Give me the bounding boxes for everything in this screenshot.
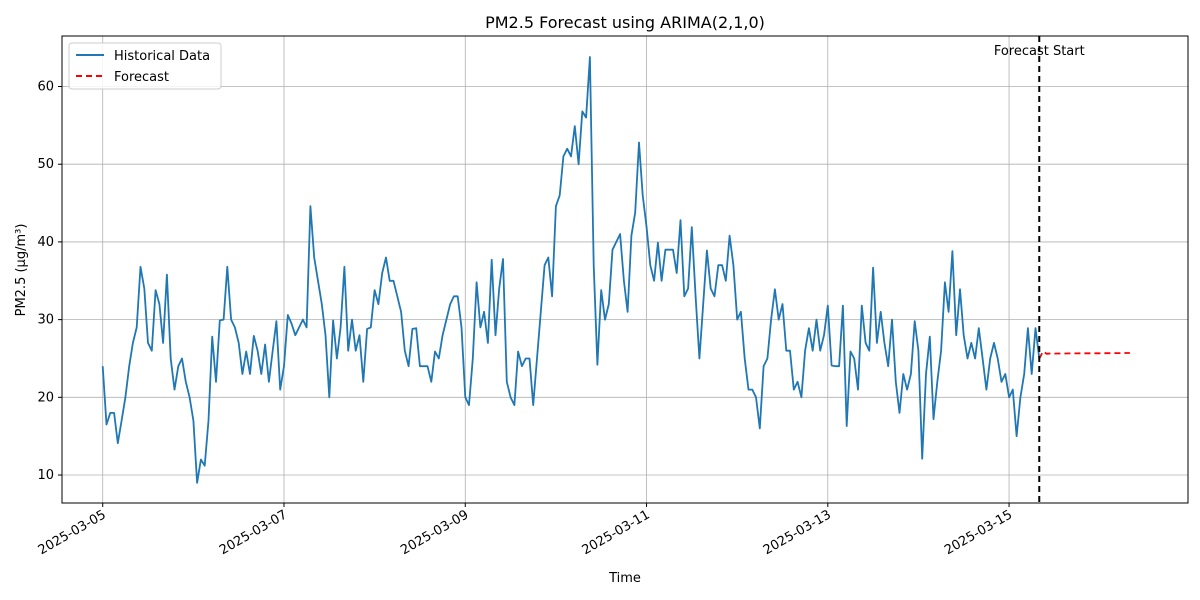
y-tick-label: 10 [37,468,54,483]
legend: Historical Data Forecast [68,42,222,90]
x-axis-label: Time [608,571,641,586]
legend-label: Forecast [114,70,169,85]
y-tick-label: 40 [37,235,54,250]
y-tick-label: 20 [37,390,54,405]
series-line-2 [1038,350,1130,359]
y-tick-label: 30 [37,313,54,328]
y-axis: 10 20 30 40 50 60 [37,80,62,483]
plot-frame [61,35,1189,504]
series-line-1 [101,56,1041,484]
legend-label: Historical Data [114,49,210,64]
grid-lines [62,36,1188,503]
y-tick-label: 60 [37,80,54,95]
y-tick-label: 50 [37,157,54,172]
series-layer [101,56,1130,484]
legend-box [68,42,222,90]
chart-title: PM2.5 Forecast using ARIMA(2,1,0) [485,13,765,32]
forecast-start-label: Forecast Start [994,44,1085,59]
y-axis-label: PM2.5 (µg/m³) [14,224,29,317]
